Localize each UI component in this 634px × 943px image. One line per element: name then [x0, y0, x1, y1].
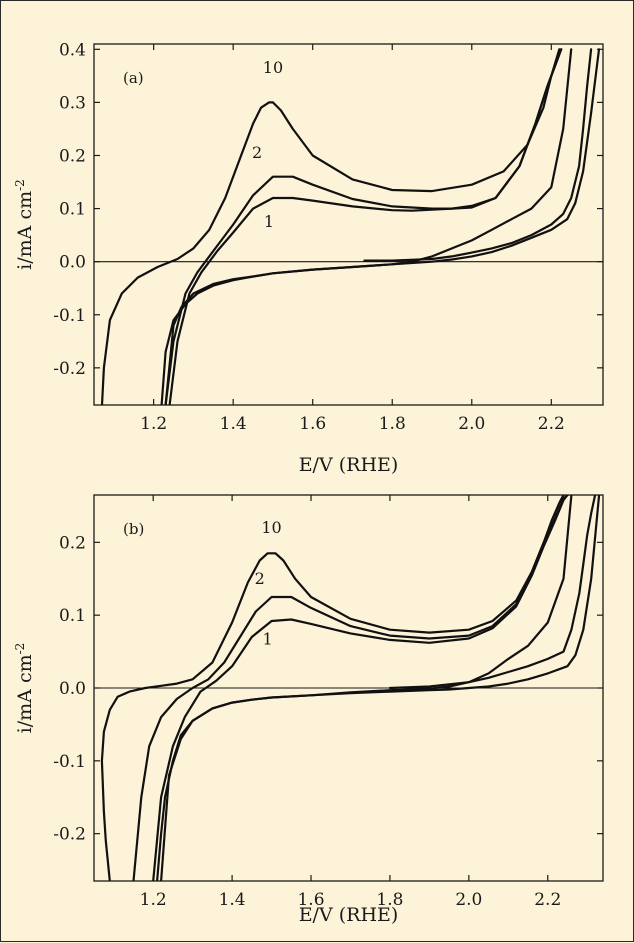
- panel-a-x-tick-label: 2.0: [458, 414, 485, 434]
- panel-a-x-tick-label: 1.4: [220, 414, 247, 434]
- panel-a-cv-curve-5: [164, 48, 601, 405]
- panel-b-y-axis-title: i/mA cm-2: [13, 643, 36, 734]
- panel-b-cv-curve-6: [388, 495, 597, 690]
- panel-a-x-axis-title: E/V (RHE): [299, 454, 399, 476]
- panel-a-y-axis-title-sup: -2: [13, 179, 27, 191]
- panel-b-x-tick-label: 1.4: [219, 890, 246, 910]
- panel-a-y-axis-title-main: i/mA cm: [14, 191, 36, 270]
- panel-a-cv-curve-6: [363, 48, 593, 262]
- panel-a-cv-curve-1: [100, 48, 561, 405]
- panel-a-x-tick-label: 1.8: [379, 414, 406, 434]
- panel-a-x-tick-label: 2.2: [538, 414, 565, 434]
- panel-b-x-tick-label: 2.2: [534, 890, 561, 910]
- panel-b-x-axis-title: E/V (RHE): [299, 904, 399, 926]
- panel-a-group: 1.2 1.4 1.6 1.8 2.0 2.2 0.4 0.3 0.2 0.1 0.0 -0.1 -0.…: [13, 40, 604, 476]
- panel-b-cv-curve-5: [160, 495, 601, 881]
- panel-a-y-tick-label: 0.3: [59, 93, 86, 113]
- panel-b-cv-curve-1: [100, 495, 565, 881]
- panel-b-group: 1.2 1.4 1.6 1.8 2.0 2.2 0.2 0.1 0.0 -0.1 -0.2 E/V (…: [13, 494, 604, 926]
- panel-a-cv-curve-3: [168, 48, 563, 405]
- panel-b-y-tick-label: -0.2: [53, 825, 86, 845]
- panel-a-cycle-label: 2: [252, 143, 262, 162]
- panel-a-y-tick-label: 0.1: [59, 200, 86, 220]
- panel-a-y-tick-label: -0.2: [53, 359, 86, 379]
- panel-a-x-tick-label: 1.2: [140, 414, 167, 434]
- panel-b-cv-curve-3: [152, 495, 569, 881]
- panel-b-cycle-label: 1: [263, 629, 273, 648]
- panel-b-x-tick-label: 2.0: [455, 890, 482, 910]
- panel-a-y-tick-label: -0.1: [53, 306, 86, 326]
- panel-a-curves: [100, 48, 601, 405]
- panel-b-y-tick-label: 0.1: [59, 606, 86, 626]
- panel-a-cycle-label: 1: [264, 212, 274, 231]
- panel-a-y-tick-label: 0.2: [59, 146, 86, 166]
- panel-a-x-tick-label: 1.6: [299, 414, 326, 434]
- panel-a-y-tick-label: 0.0: [59, 253, 86, 273]
- panel-b-y-tick-label: -0.1: [53, 752, 86, 772]
- panel-a-y-axis-title: i/mA cm-2: [13, 179, 36, 270]
- panel-b-x-tick-label: 1.2: [140, 890, 167, 910]
- panel-b-x-tick-label: 1.6: [297, 890, 324, 910]
- panel-b-panel-label: (b): [123, 520, 144, 538]
- panel-b-cycle-label: 2: [255, 569, 265, 588]
- panel-b-curves: [100, 495, 601, 881]
- panel-b-y-tick-label: 0.2: [59, 533, 86, 553]
- panel-b-y-axis-title-main: i/mA cm: [14, 654, 36, 733]
- panel-b-x-tick-label: 1.8: [376, 890, 403, 910]
- panel-a-cycle-label: 10: [263, 58, 283, 77]
- panel-b-cv-curve-2: [132, 495, 569, 881]
- panel-a-y-tick-label: 0.4: [59, 40, 86, 60]
- panel-b-cycle-label: 10: [261, 518, 281, 537]
- panel-b-y-tick-label: 0.0: [59, 679, 86, 699]
- panel-a-panel-label: (a): [123, 69, 144, 87]
- panel-b-y-axis-title-sup: -2: [13, 643, 27, 655]
- panel-a-plot-frame: [93, 43, 604, 406]
